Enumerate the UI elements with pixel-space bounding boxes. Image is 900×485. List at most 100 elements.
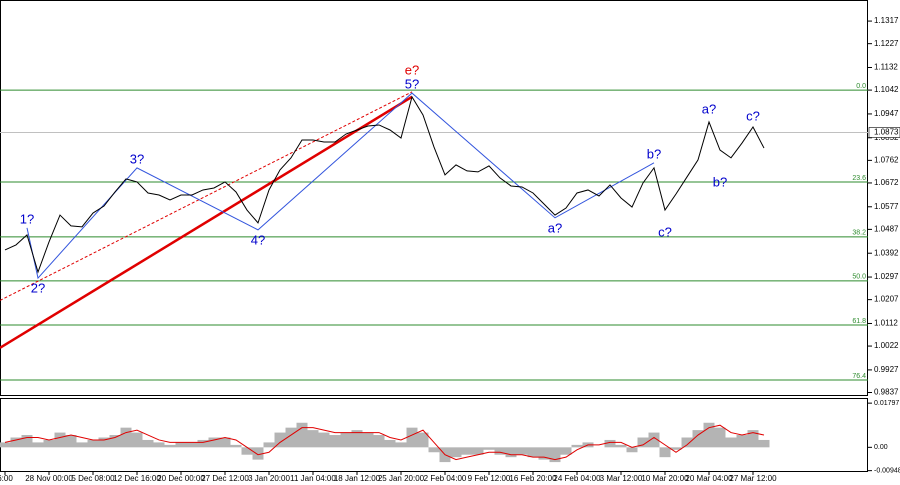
histogram-bar (197, 439, 209, 448)
main-panel-border (0, 0, 868, 396)
oscillator-panel-border (0, 398, 868, 472)
histogram-bar (131, 432, 143, 448)
histogram-bar (351, 430, 363, 448)
wave-label: c? (746, 108, 760, 123)
histogram-bar (362, 432, 374, 448)
fib-label: 76.4 (852, 373, 866, 380)
histogram-bar (98, 437, 110, 448)
fib-label: 50.0 (852, 274, 866, 281)
histogram-bar (670, 447, 682, 450)
histogram-bar (65, 435, 77, 448)
y-tick-label: 1.0487 (874, 224, 899, 233)
price-line (4, 95, 765, 274)
histogram-bar (164, 444, 176, 448)
histogram-bar (560, 447, 572, 455)
histogram-bar (318, 432, 330, 448)
y-tick-label: 1.0947 (874, 109, 899, 118)
histogram-bar (494, 447, 506, 455)
histogram-bar (142, 439, 154, 448)
histogram-bar (384, 439, 396, 448)
histogram-bar (395, 442, 407, 448)
histogram-bar (252, 447, 264, 460)
y-tick-label: 1.0762 (874, 155, 899, 164)
wave-label: b? (647, 146, 661, 161)
histogram-bar (549, 447, 561, 463)
x-tick-label: 16 Feb 20:00 (509, 474, 557, 483)
current-price-label: 1.0873 (874, 128, 899, 137)
histogram-bar (230, 444, 242, 448)
histogram-bar (43, 439, 55, 448)
y-tick-label: 1.0577 (874, 202, 899, 211)
histogram-bar (274, 432, 286, 448)
fib-label: 61.8 (852, 318, 866, 325)
histogram-bar (505, 447, 517, 458)
y-tick-label: 1.1042 (874, 85, 899, 94)
y-tick-label: 1.0297 (874, 272, 899, 281)
fib-label: 38.2 (852, 230, 866, 237)
trend-line (0, 91, 413, 301)
trend-line (0, 95, 413, 349)
y-tick-label: 0.01797 (874, 400, 899, 407)
x-tick-label: 9 Feb 12:00 (468, 474, 511, 483)
y-tick-label: 0.9927 (874, 365, 899, 374)
y-tick-label: 0.00 (874, 444, 888, 451)
y-tick-label: 1.0207 (874, 295, 899, 304)
y-tick-label: 1.1132 (874, 63, 898, 72)
histogram-bar (153, 442, 165, 448)
wave-label: b? (713, 174, 727, 189)
signal-line (4, 424, 765, 461)
histogram-bar (758, 439, 770, 448)
histogram-bar (285, 427, 297, 448)
wave-label: 5? (405, 77, 419, 92)
histogram-bar (692, 430, 704, 448)
histogram-bar (472, 447, 484, 455)
x-tick-label: 27 Mar 12:00 (729, 474, 777, 483)
fib-label: 23.6 (852, 175, 866, 182)
wave-line (26, 92, 655, 280)
histogram-bar (120, 427, 132, 448)
histogram-bar (54, 432, 66, 448)
current-price-box (868, 127, 900, 138)
wave-label: 2? (31, 280, 45, 295)
histogram-bar (175, 442, 187, 448)
x-tick-label: 10 Mar 20:00 (641, 474, 689, 483)
wave-label: 3? (130, 151, 144, 166)
histogram-bar (76, 442, 88, 448)
histogram-bar (307, 430, 319, 448)
histogram-bar (527, 447, 539, 458)
x-tick-label: 2 Feb 04:00 (424, 474, 467, 483)
fib-label: 0.0 (856, 83, 866, 90)
histogram-bar (659, 447, 671, 458)
histogram-bar (725, 437, 737, 448)
histogram-bar (637, 437, 649, 448)
y-tick-label: 1.0672 (874, 178, 899, 187)
histogram-bar (373, 435, 385, 448)
histogram-bar (461, 447, 473, 455)
x-tick-label: 27 Dec 12:00 (201, 474, 249, 483)
histogram-bar (648, 432, 660, 448)
y-tick-label: 0.9837 (874, 388, 899, 397)
x-tick-label: 12 Dec 16:00 (113, 474, 161, 483)
histogram-bar (406, 427, 418, 448)
histogram-bar (340, 432, 352, 448)
x-tick-label: 25 Jan 20:00 (378, 474, 425, 483)
y-tick-label: 1.0392 (874, 248, 899, 257)
x-tick-label: 28 Nov 00:00 (25, 474, 73, 483)
wave-label: c? (658, 224, 672, 239)
x-tick-label: 20 Dec 00:00 (157, 474, 205, 483)
wave-label: a? (702, 101, 716, 116)
x-tick-label: 3 Mar 12:00 (600, 474, 643, 483)
histogram-bar (450, 447, 462, 458)
histogram-bar (296, 422, 308, 448)
y-tick-label: 1.0022 (874, 341, 899, 350)
x-tick-label: 6:00 (0, 474, 13, 483)
y-tick-label: -0.00948 (874, 467, 900, 474)
x-tick-label: 5 Dec 08:00 (71, 474, 115, 483)
histogram-bar (21, 435, 33, 448)
histogram-bar (10, 437, 22, 448)
wave-label: a? (548, 220, 562, 235)
histogram-bar (571, 444, 583, 448)
